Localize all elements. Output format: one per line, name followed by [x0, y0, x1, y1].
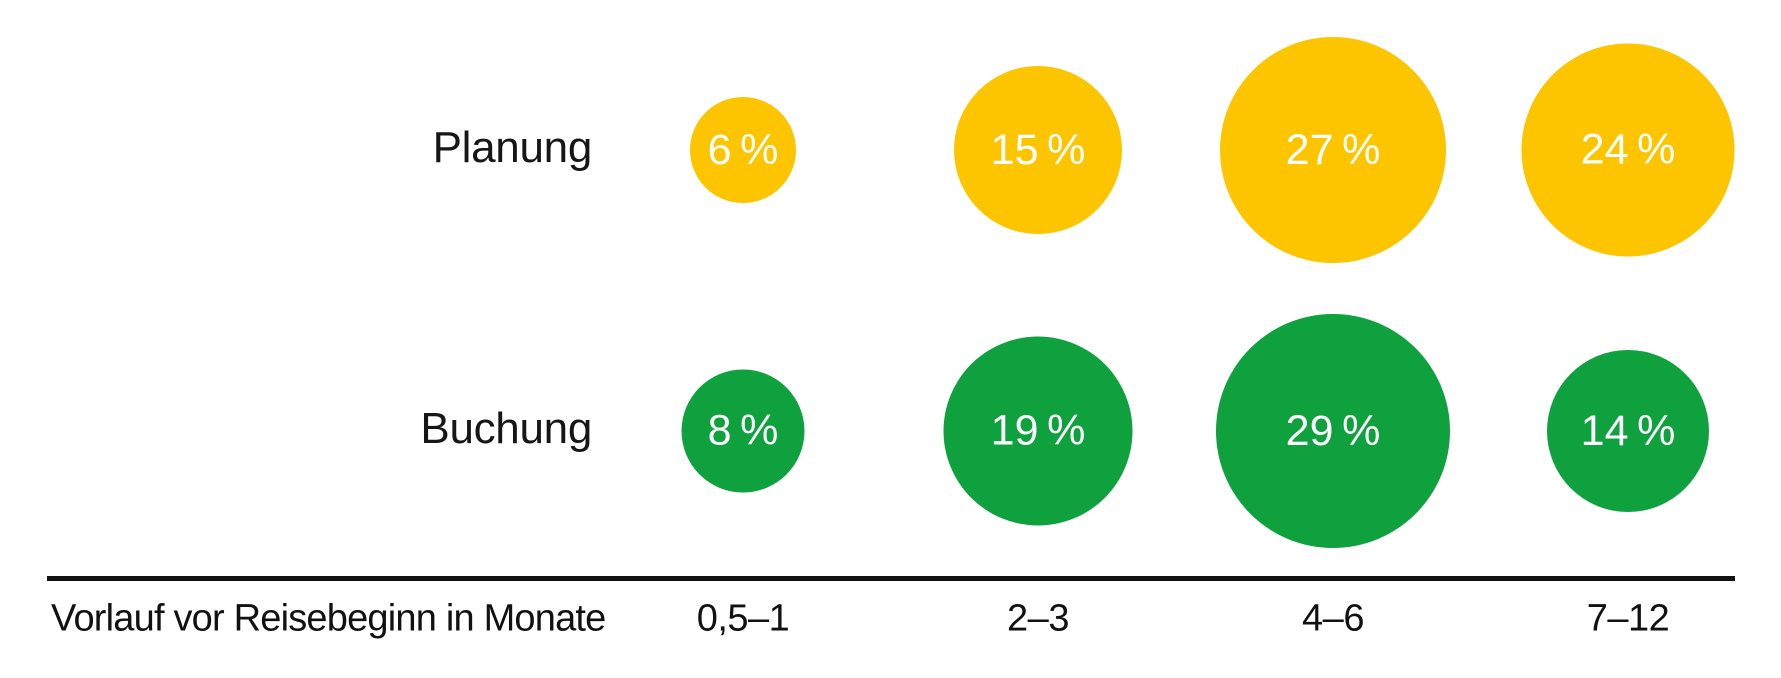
- x-tick-label-4-6: 4–6: [1302, 597, 1364, 640]
- bubble-buchung-05-1: 8 %: [681, 369, 805, 493]
- bubble-value: 14 %: [1580, 406, 1676, 455]
- bubble-buchung-7-12: 14 %: [1547, 350, 1709, 512]
- bubble-buchung-2-3: 19 %: [943, 336, 1133, 526]
- bubble-value: 15 %: [990, 125, 1086, 174]
- x-axis-title: Vorlauf vor Reisebeginn in Monate: [51, 597, 606, 640]
- x-tick-label-2-3: 2–3: [1007, 597, 1069, 640]
- bubble-value: 29 %: [1285, 406, 1381, 455]
- x-tick-label-7-12: 7–12: [1586, 597, 1670, 640]
- bubble-buchung-4-6: 29 %: [1216, 314, 1450, 548]
- x-axis-line: [47, 576, 1735, 581]
- bubble-value: 19 %: [990, 406, 1086, 455]
- bubble-planung-7-12: 24 %: [1521, 43, 1735, 257]
- bubble-value: 8 %: [707, 406, 779, 455]
- bubble-value: 24 %: [1580, 125, 1676, 174]
- bubble-planung-2-3: 15 %: [954, 66, 1122, 234]
- bubble-value: 6 %: [707, 125, 779, 174]
- bubble-value: 27 %: [1285, 125, 1381, 174]
- x-tick-label-05-1: 0,5–1: [696, 597, 790, 640]
- bubble-planung-4-6: 27 %: [1220, 37, 1446, 263]
- bubble-planung-05-1: 6 %: [690, 97, 796, 203]
- series-label-planung: Planung: [432, 123, 593, 172]
- series-label-buchung: Buchung: [420, 404, 592, 453]
